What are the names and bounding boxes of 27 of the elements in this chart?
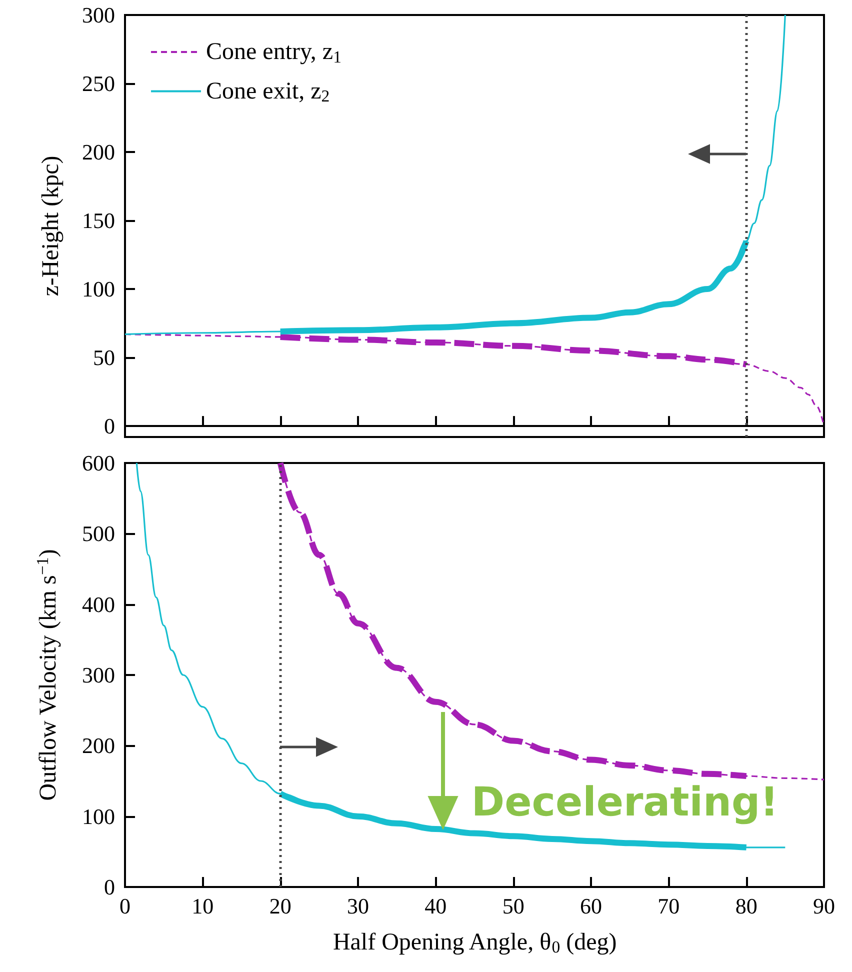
- y-tick-label: 150: [82, 208, 115, 234]
- y-tick-label: 600: [82, 450, 115, 476]
- y-tick-label: 200: [82, 733, 115, 758]
- x-tick-label: 10: [192, 894, 214, 918]
- y-tick-label: 250: [82, 71, 115, 96]
- annotation: Decelerating!: [471, 779, 778, 826]
- y-tick-label: 400: [82, 592, 115, 617]
- y-axis-title: Outflow Velocity (km s−1): [33, 549, 62, 801]
- y-tick-label: 300: [82, 662, 115, 688]
- x-tick-label: 70: [658, 894, 680, 918]
- y-tick-label: 0: [104, 874, 115, 900]
- x-tick-label: 0: [120, 894, 130, 918]
- y-tick-label: 200: [82, 140, 115, 165]
- x-tick-label: 60: [580, 894, 602, 918]
- x-tick-label: 50: [502, 894, 524, 918]
- x-tick-label: 80: [735, 894, 758, 918]
- x-tick-label: 20: [269, 894, 292, 918]
- x-tick-label: 90: [813, 894, 835, 918]
- y-tick-label: 50: [93, 345, 115, 370]
- y-axis-title: z-Height (kpc): [38, 156, 64, 296]
- y-tick-label: 100: [82, 276, 115, 302]
- y-tick-label: 500: [82, 521, 115, 546]
- y-tick-label: 100: [82, 804, 115, 829]
- x-tick-label: 40: [424, 894, 447, 918]
- y-tick-label: 0: [104, 414, 115, 439]
- y-tick-label: 300: [82, 2, 115, 28]
- x-tick-label: 30: [347, 894, 369, 918]
